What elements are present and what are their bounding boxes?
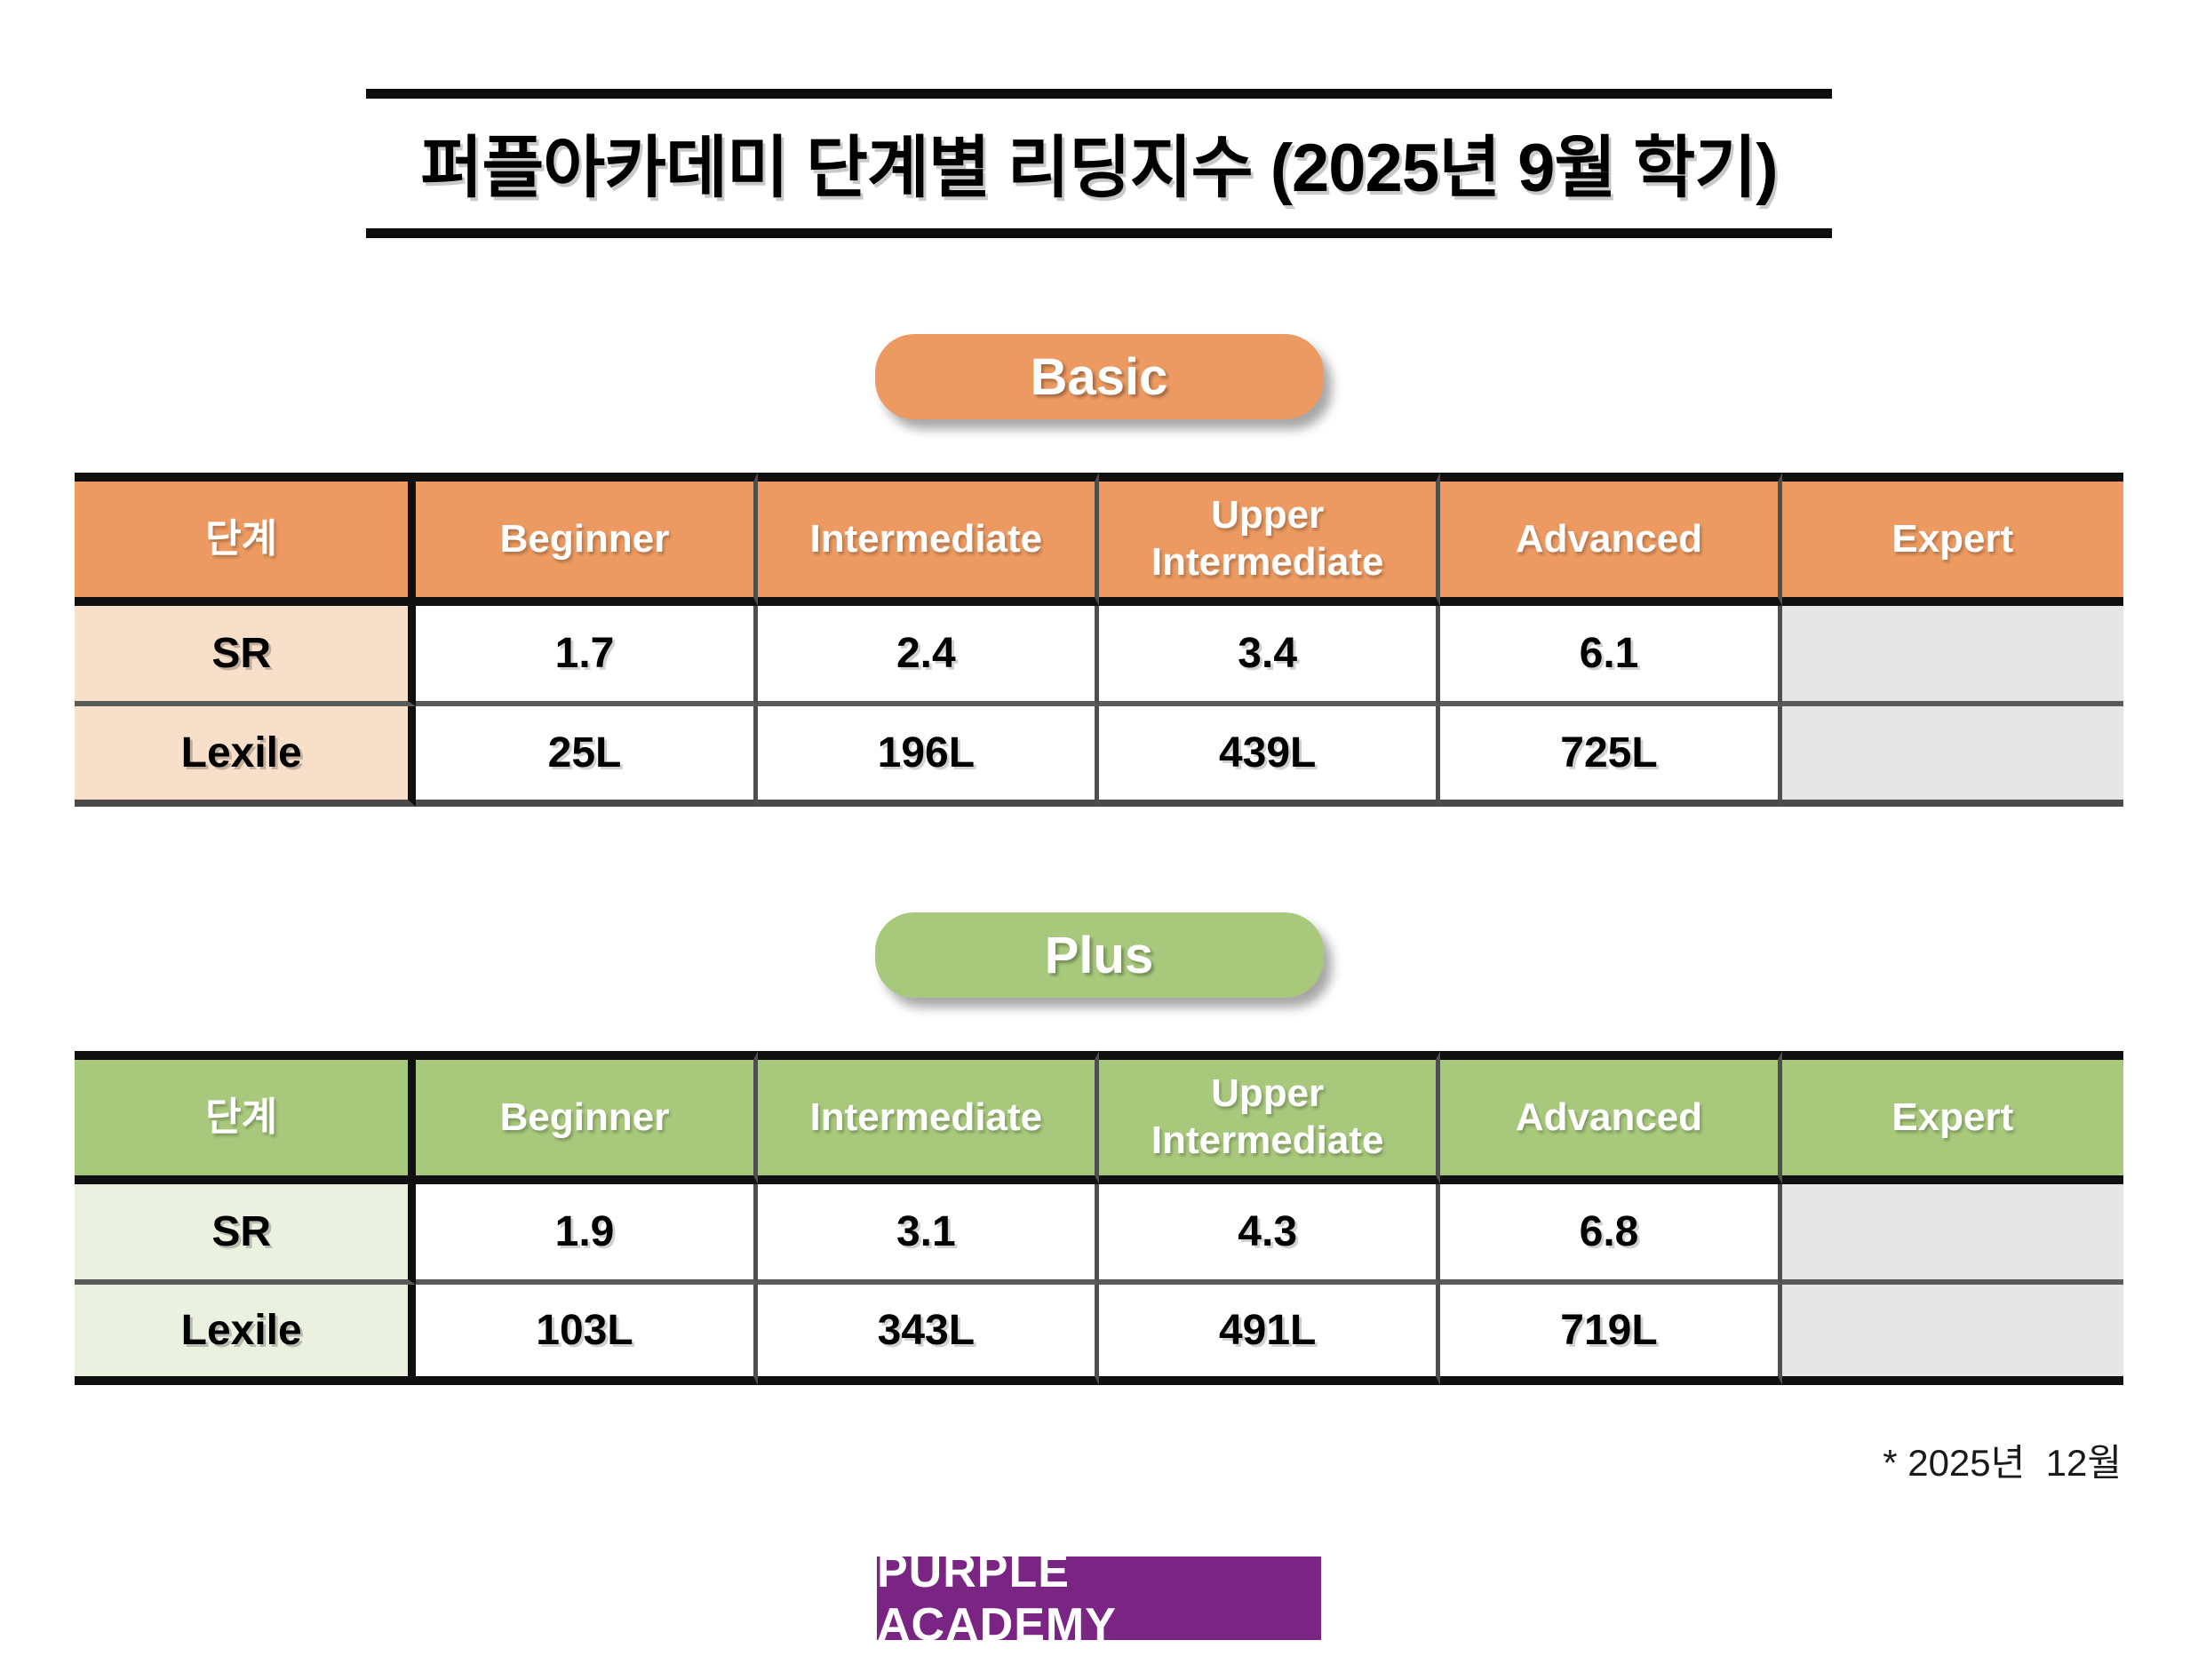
basic-lexile-label: Lexile	[75, 706, 417, 807]
plus-lexile-expert	[1781, 1285, 2123, 1385]
basic-header-beginner: Beginner	[416, 473, 758, 606]
basic-sr-intermediate: 2.4	[757, 606, 1099, 706]
plus-sr-label: SR	[75, 1184, 417, 1285]
basic-lexile-upper-intermediate: 439L	[1099, 706, 1441, 807]
basic-lexile-beginner: 25L	[416, 706, 758, 807]
title-bottom-rule	[366, 228, 1832, 238]
basic-sr-advanced: 6.1	[1440, 606, 1782, 706]
plus-lexile-beginner: 103L	[416, 1285, 758, 1385]
basic-sr-label: SR	[75, 606, 417, 706]
plus-sr-beginner: 1.9	[416, 1184, 758, 1285]
plus-lexile-advanced: 719L	[1440, 1285, 1782, 1385]
title-top-rule	[366, 89, 1832, 99]
plus-badge-label: Plus	[1044, 926, 1154, 984]
plus-lexile-label: Lexile	[75, 1285, 417, 1385]
basic-table: 단계 Beginner Intermediate Upper Intermedi…	[75, 473, 2123, 807]
basic-badge-label: Basic	[1030, 347, 1168, 406]
plus-sr-intermediate: 3.1	[757, 1184, 1099, 1285]
basic-header-advanced: Advanced	[1440, 473, 1782, 606]
basic-badge: Basic	[874, 334, 1324, 419]
plus-badge: Plus	[874, 912, 1324, 998]
plus-lexile-upper-intermediate: 491L	[1099, 1285, 1441, 1385]
plus-table: 단계 Beginner Intermediate Upper Intermedi…	[75, 1051, 2123, 1385]
basic-lexile-advanced: 725L	[1440, 706, 1782, 807]
footnote: * 2025년 12월	[1883, 1442, 2122, 1484]
title-block: 퍼플아카데미 단계별 리딩지수 (2025년 9월 학기)	[366, 89, 1832, 238]
basic-header-expert: Expert	[1781, 473, 2123, 606]
basic-sr-expert	[1781, 606, 2123, 706]
basic-sr-upper-intermediate: 3.4	[1099, 606, 1441, 706]
plus-lexile-intermediate: 343L	[757, 1285, 1099, 1385]
plus-header-advanced: Advanced	[1440, 1051, 1782, 1184]
basic-header-intermediate: Intermediate	[757, 473, 1099, 606]
plus-sr-advanced: 6.8	[1440, 1184, 1782, 1285]
purple-academy-logo: PURPLE ACADEMY	[877, 1546, 1321, 1651]
basic-sr-beginner: 1.7	[416, 606, 758, 706]
plus-header-beginner: Beginner	[416, 1051, 758, 1184]
plus-header-upper-intermediate: Upper Intermediate	[1099, 1051, 1441, 1184]
basic-header-level: 단계	[75, 473, 417, 606]
basic-lexile-intermediate: 196L	[757, 706, 1099, 807]
plus-sr-upper-intermediate: 4.3	[1099, 1184, 1441, 1285]
plus-header-intermediate: Intermediate	[757, 1051, 1099, 1184]
purple-academy-logo-text: PURPLE ACADEMY	[877, 1546, 1117, 1651]
plus-header-level: 단계	[75, 1051, 417, 1184]
plus-header-expert: Expert	[1781, 1051, 2123, 1184]
plus-sr-expert	[1781, 1184, 2123, 1285]
basic-lexile-expert	[1781, 706, 2123, 807]
page-title: 퍼플아카데미 단계별 리딩지수 (2025년 9월 학기)	[420, 131, 1778, 206]
basic-header-upper-intermediate: Upper Intermediate	[1099, 473, 1441, 606]
